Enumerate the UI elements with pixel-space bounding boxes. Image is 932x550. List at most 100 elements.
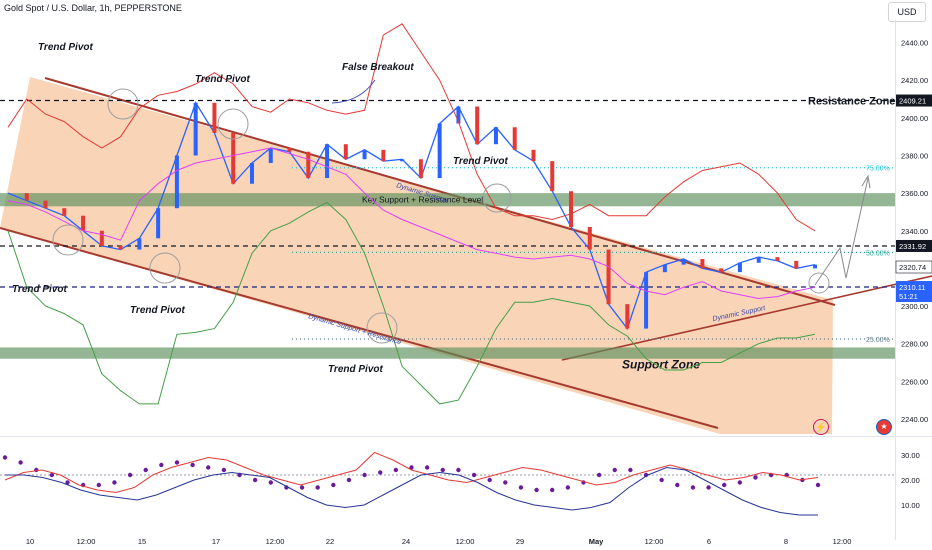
osc-dot: [503, 480, 508, 485]
false-breakout-arrow: [331, 79, 376, 104]
candle: [231, 132, 236, 184]
osc-dot: [299, 485, 305, 490]
y-tick-label: 2440.00: [901, 39, 928, 48]
price-axis-border: [895, 20, 896, 540]
osc-y-tick-label: 10.00: [901, 501, 920, 510]
candle: [606, 249, 611, 305]
candle: [512, 127, 517, 150]
candle: [381, 149, 386, 162]
osc-dot: [706, 485, 711, 490]
osc-dot: [65, 480, 70, 485]
price-label-bg: [896, 239, 932, 252]
osc-dot: [487, 477, 492, 483]
x-tick-label: 12:00: [833, 537, 852, 546]
y-tick-label: 2280.00: [901, 340, 928, 349]
annotation-label-0: Trend Pivot: [38, 42, 93, 53]
osc-dot: [424, 465, 430, 470]
pivot-circle: [366, 312, 398, 344]
osc-dot: [112, 480, 117, 485]
x-tick-label: 8: [784, 537, 788, 546]
osc-dot: [690, 485, 696, 490]
candle: [531, 149, 536, 162]
annotation-label-6: False Breakout: [342, 62, 414, 73]
series-line-0: [7, 101, 816, 330]
candle: [437, 123, 442, 179]
osc-dot: [127, 472, 133, 478]
series-line-3: [7, 201, 816, 405]
pivot-circle: [107, 88, 139, 120]
candle: [644, 272, 649, 329]
annotation-label-4: Trend Pivot: [453, 156, 508, 167]
price-label-4: 51:21: [896, 290, 932, 303]
candle: [268, 147, 273, 164]
candle: [737, 262, 742, 273]
osc-dot: [471, 472, 477, 478]
candle: [43, 200, 48, 209]
price-label-text: 2320.74: [899, 263, 926, 272]
chart-title: Gold Spot / U.S. Dollar, 1h, PEPPERSTONE: [4, 3, 182, 13]
y-tick-label: 2300.00: [901, 302, 928, 311]
candle: [625, 304, 630, 329]
x-tick-label: 24: [402, 537, 410, 546]
x-tick-label: 10: [26, 537, 34, 546]
pivot-circle: [217, 108, 249, 140]
projection-path: [814, 177, 869, 286]
osc-dot: [18, 460, 23, 465]
candle: [212, 102, 217, 133]
price-label-0: 2409.21: [896, 94, 932, 107]
pivot-circle: [52, 224, 84, 256]
x-tick-label: 12:00: [266, 537, 285, 546]
osc-dot: [612, 467, 617, 473]
osc-dot: [659, 477, 664, 483]
candle: [24, 193, 29, 201]
osc-dot: [534, 487, 539, 493]
level-label-3: 75.00%: [866, 166, 890, 173]
candle: [662, 264, 667, 273]
osc-dot: [252, 477, 258, 483]
osc-y-tick-label: 20.00: [901, 476, 920, 485]
level-label-0: Resistance Zone: [808, 96, 895, 108]
candle: [137, 238, 142, 250]
osc-dot: [675, 482, 680, 488]
annotation-label-2: Trend Pivot: [12, 284, 67, 295]
level-label-4: 50.00%: [866, 250, 890, 257]
osc-dot: [143, 467, 148, 473]
y-tick-label: 2360.00: [901, 189, 928, 198]
osc-dot: [34, 467, 39, 473]
zone-label-0: Key Support + Resistance Level: [362, 195, 483, 205]
candle: [700, 258, 705, 269]
osc-dot: [456, 467, 461, 473]
candle: [99, 230, 104, 246]
osc-dot: [518, 485, 524, 490]
osc-line-1: [4, 451, 819, 494]
candle: [681, 258, 686, 265]
price-label-bg: [895, 260, 932, 274]
candle: [249, 163, 254, 184]
level-label-5: 25.00%: [866, 337, 890, 344]
osc-dot: [49, 472, 55, 478]
osc-dot: [346, 477, 352, 483]
flash-icon[interactable]: ⚡: [813, 419, 829, 435]
osc-dot: [393, 467, 399, 473]
osc-dot: [315, 485, 320, 490]
price-label-2: 2320.74: [895, 260, 932, 274]
x-tick-label: 17: [212, 537, 220, 546]
osc-dot: [268, 480, 273, 485]
y-tick-label: 2240.00: [901, 415, 928, 424]
y-tick-label: 2420.00: [901, 76, 928, 85]
trend-channel: [0, 77, 932, 434]
y-tick-label: 2380.00: [901, 151, 928, 160]
candle: [400, 159, 405, 162]
pivot-circle: [482, 183, 512, 213]
candle: [362, 149, 367, 160]
rising-support-line: [561, 275, 932, 361]
flag-icon[interactable]: ★: [876, 419, 892, 435]
osc-dot: [159, 462, 164, 468]
currency-button[interactable]: USD: [888, 2, 926, 22]
zone-1: [0, 347, 895, 359]
candle: [81, 215, 86, 231]
price-label-1: 2331.92: [896, 239, 932, 252]
candle: [587, 227, 592, 250]
candle: [756, 257, 761, 263]
